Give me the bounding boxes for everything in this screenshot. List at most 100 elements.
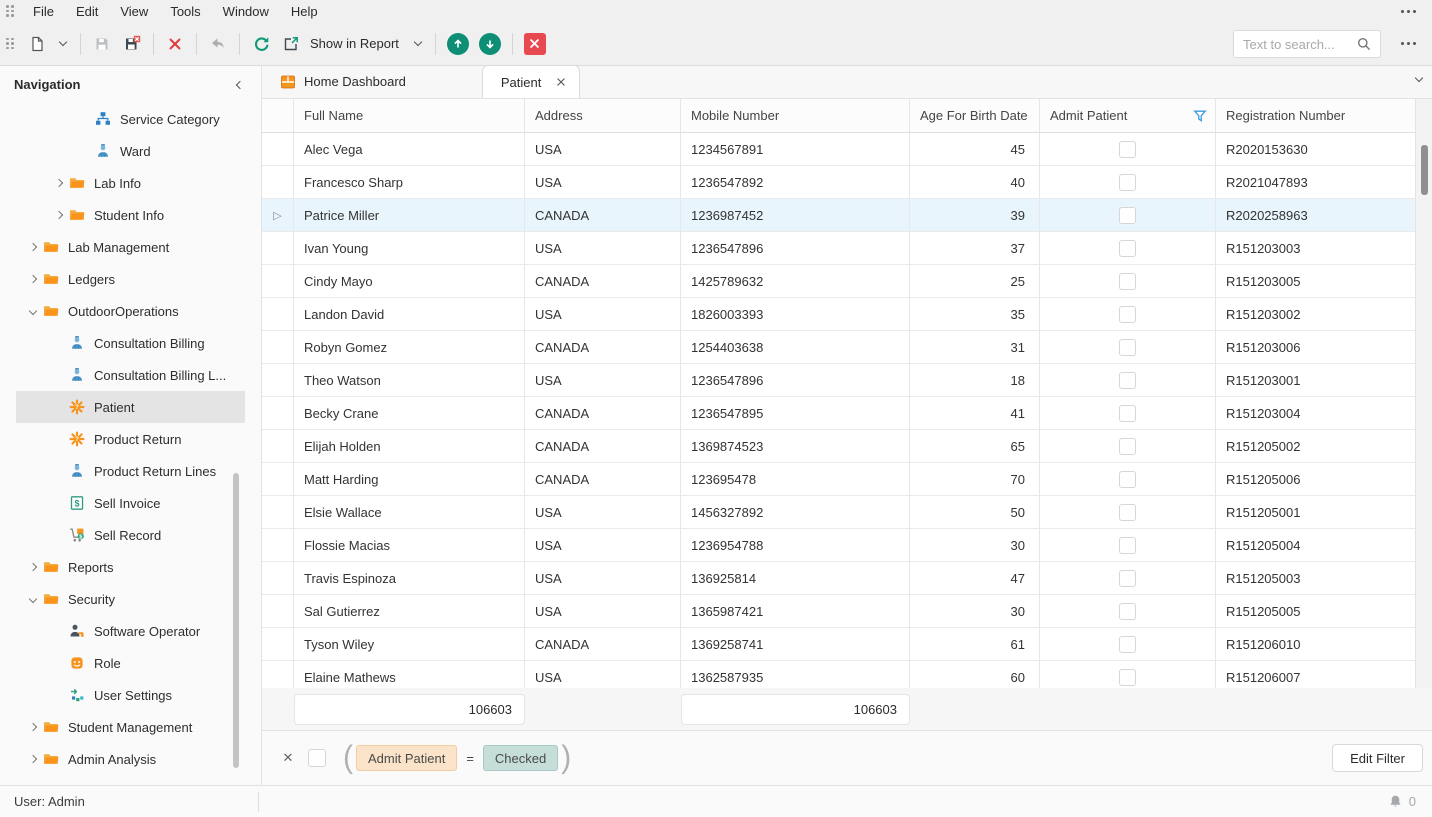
- admit-patient-checkbox[interactable]: [1119, 438, 1136, 455]
- nav-item-software-operator[interactable]: Software Operator: [16, 615, 245, 647]
- move-up-button[interactable]: [447, 33, 469, 55]
- tab-close-icon[interactable]: [553, 74, 569, 90]
- table-row[interactable]: Tyson WileyCANADA136925874161R151206010: [262, 628, 1415, 661]
- admit-patient-checkbox[interactable]: [1119, 372, 1136, 389]
- toolbar-overflow-button[interactable]: [1401, 42, 1416, 45]
- menu-file[interactable]: File: [22, 2, 65, 21]
- table-row[interactable]: Alec VegaUSA123456789145R2020153630: [262, 133, 1415, 166]
- expand-right-icon[interactable]: [24, 756, 42, 762]
- filter-field-chip[interactable]: Admit Patient: [356, 745, 457, 771]
- tab-home-dashboard[interactable]: Home Dashboard: [266, 65, 420, 98]
- expand-right-icon[interactable]: [24, 564, 42, 570]
- menu-view[interactable]: View: [109, 2, 159, 21]
- scrollbar-thumb[interactable]: [1421, 145, 1428, 195]
- nav-item-service-category[interactable]: Service Category: [16, 103, 245, 135]
- new-document-button[interactable]: [24, 31, 50, 57]
- nav-item-product-return[interactable]: ?Product Return: [16, 423, 245, 455]
- admit-patient-checkbox[interactable]: [1119, 174, 1136, 191]
- table-row[interactable]: Becky CraneCANADA123654789541R151203004: [262, 397, 1415, 430]
- close-view-button[interactable]: [524, 33, 546, 55]
- table-row[interactable]: Elijah HoldenCANADA136987452365R15120500…: [262, 430, 1415, 463]
- nav-item-admin-analysis[interactable]: Admin Analysis: [16, 743, 245, 775]
- expand-down-icon[interactable]: [24, 596, 42, 602]
- toolbar-grip-icon[interactable]: [6, 38, 14, 50]
- table-row[interactable]: Travis EspinozaUSA13692581447R151205003: [262, 562, 1415, 595]
- nav-scrollbar-thumb[interactable]: [233, 473, 239, 768]
- filter-operator[interactable]: =: [466, 751, 474, 766]
- admit-patient-checkbox[interactable]: [1119, 339, 1136, 356]
- new-document-dropdown[interactable]: [54, 31, 72, 57]
- admit-patient-checkbox[interactable]: [1119, 537, 1136, 554]
- filter-icon[interactable]: [1193, 109, 1207, 123]
- table-row[interactable]: Elaine MathewsUSA136258793560R151206007: [262, 661, 1415, 688]
- nav-item-lab-info[interactable]: Lab Info: [16, 167, 245, 199]
- menu-help[interactable]: Help: [280, 2, 329, 21]
- nav-item-outdooroperations[interactable]: OutdoorOperations: [16, 295, 245, 327]
- admit-patient-checkbox[interactable]: [1119, 306, 1136, 323]
- nav-item-student-management[interactable]: Student Management: [16, 711, 245, 743]
- expand-right-icon[interactable]: [50, 180, 68, 186]
- table-row[interactable]: Elsie WallaceUSA145632789250R151205001: [262, 496, 1415, 529]
- filter-enable-checkbox[interactable]: [308, 749, 326, 767]
- nav-item-consultation-billing[interactable]: Consultation Billing: [16, 327, 245, 359]
- search-input[interactable]: [1234, 37, 1356, 52]
- tab-patient[interactable]: Patient: [482, 65, 580, 98]
- table-row[interactable]: Ivan YoungUSA123654789637R151203003: [262, 232, 1415, 265]
- nav-item-lab-management[interactable]: Lab Management: [16, 231, 245, 263]
- admit-patient-checkbox[interactable]: [1119, 471, 1136, 488]
- delete-button[interactable]: [162, 31, 188, 57]
- expand-right-icon[interactable]: [50, 212, 68, 218]
- nav-item-consultation-billing-l[interactable]: Consultation Billing L...: [16, 359, 245, 391]
- admit-patient-checkbox[interactable]: [1119, 504, 1136, 521]
- table-row[interactable]: Matt HardingCANADA12369547870R151205006: [262, 463, 1415, 496]
- nav-item-student-info[interactable]: Student Info: [16, 199, 245, 231]
- nav-item-reports[interactable]: Reports: [16, 551, 245, 583]
- nav-item-security[interactable]: Security: [16, 583, 245, 615]
- column-header-address[interactable]: Address: [525, 99, 681, 132]
- export-report-button[interactable]: [278, 31, 304, 57]
- filter-close-icon[interactable]: [278, 748, 298, 768]
- table-row[interactable]: Cindy MayoCANADA142578963225R151203005: [262, 265, 1415, 298]
- column-header-mobile-number[interactable]: Mobile Number: [681, 99, 910, 132]
- nav-item-sell-invoice[interactable]: $Sell Invoice: [16, 487, 245, 519]
- nav-item-ward[interactable]: Ward: [16, 135, 245, 167]
- table-row[interactable]: Sal GutierrezUSA136598742130R151205005: [262, 595, 1415, 628]
- show-in-report-dropdown-label[interactable]: Show in Report: [310, 36, 399, 51]
- nav-item-user-settings[interactable]: User Settings: [16, 679, 245, 711]
- table-row[interactable]: Landon DavidUSA182600339335R151203002: [262, 298, 1415, 331]
- admit-patient-checkbox[interactable]: [1119, 141, 1136, 158]
- nav-item-patient[interactable]: ?Patient: [16, 391, 245, 423]
- filter-value-chip[interactable]: Checked: [483, 745, 558, 771]
- menu-window[interactable]: Window: [212, 2, 280, 21]
- admit-patient-checkbox[interactable]: [1119, 207, 1136, 224]
- table-row[interactable]: Patrice MillerCANADA123698745239R2020258…: [262, 199, 1415, 232]
- menu-edit[interactable]: Edit: [65, 2, 109, 21]
- grid-vertical-scrollbar[interactable]: [1415, 99, 1432, 688]
- expand-right-icon[interactable]: [24, 244, 42, 250]
- nav-item-product-return-lines[interactable]: Product Return Lines: [16, 455, 245, 487]
- move-down-button[interactable]: [479, 33, 501, 55]
- column-header-full-name[interactable]: Full Name: [294, 99, 525, 132]
- admit-patient-checkbox[interactable]: [1119, 570, 1136, 587]
- column-header-admit-patient[interactable]: Admit Patient: [1040, 99, 1216, 132]
- admit-patient-checkbox[interactable]: [1119, 405, 1136, 422]
- table-row[interactable]: Flossie MaciasUSA123695478830R151205004: [262, 529, 1415, 562]
- admit-patient-checkbox[interactable]: [1119, 273, 1136, 290]
- refresh-button[interactable]: [248, 31, 274, 57]
- expand-right-icon[interactable]: [24, 276, 42, 282]
- expand-right-icon[interactable]: [24, 724, 42, 730]
- nav-item-ledgers[interactable]: Ledgers: [16, 263, 245, 295]
- nav-item-role[interactable]: Role: [16, 647, 245, 679]
- table-row[interactable]: Francesco SharpUSA123654789240R202104789…: [262, 166, 1415, 199]
- expand-down-icon[interactable]: [24, 308, 42, 314]
- collapse-panel-icon[interactable]: [236, 80, 244, 88]
- save-button[interactable]: [89, 31, 115, 57]
- admit-patient-checkbox[interactable]: [1119, 636, 1136, 653]
- drag-grip-icon[interactable]: [6, 5, 14, 17]
- column-header-registration-number[interactable]: Registration Number: [1216, 99, 1415, 132]
- undo-button[interactable]: [205, 31, 231, 57]
- notification-bell-icon[interactable]: [1388, 794, 1403, 809]
- table-row[interactable]: Robyn GomezCANADA125440363831R151203006: [262, 331, 1415, 364]
- admit-patient-checkbox[interactable]: [1119, 603, 1136, 620]
- admit-patient-checkbox[interactable]: [1119, 669, 1136, 686]
